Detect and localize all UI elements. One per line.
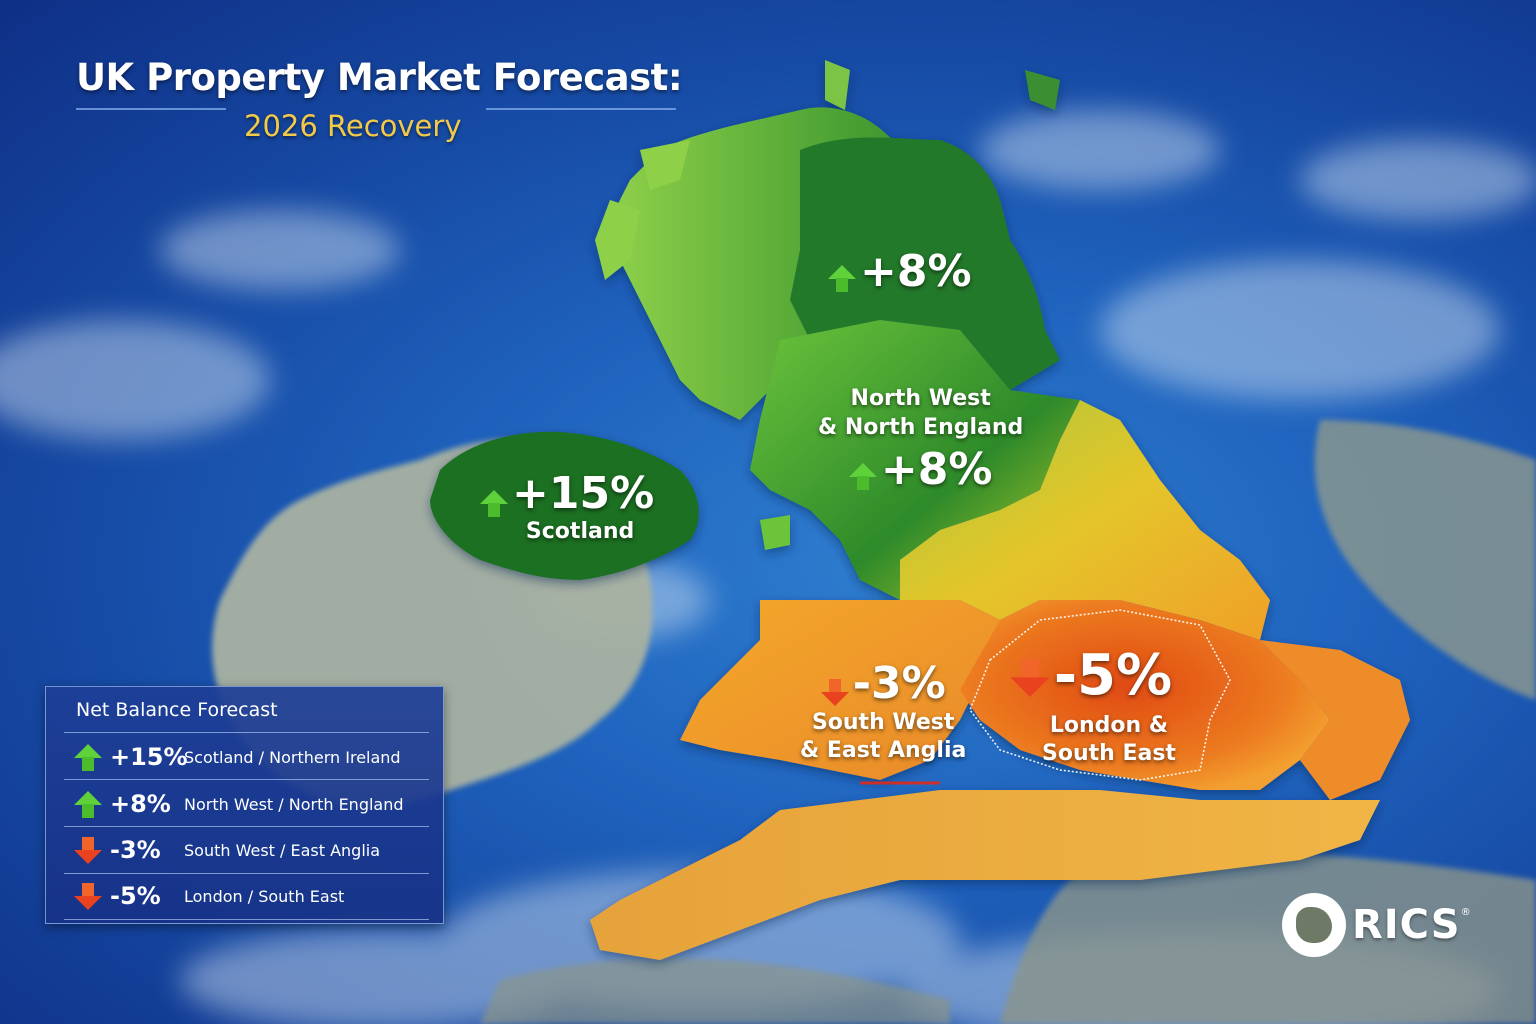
region-name: Scotland	[525, 518, 635, 544]
value: -3%	[852, 658, 946, 709]
legend-panel: Net Balance Forecast +15% Scotland / Nor…	[45, 686, 444, 924]
down-arrow-icon	[820, 678, 849, 709]
down-arrow-icon	[1010, 658, 1050, 721]
red-down-arrow-icon	[74, 882, 102, 910]
legend-value: +8%	[110, 790, 171, 818]
legend-row: +15% Scotland / Northern Ireland	[74, 734, 433, 780]
label-south-west: -3% South West & East Anglia	[800, 662, 966, 766]
label-north-scotland: +8%	[828, 250, 972, 299]
legend-row: -3% South West / East Anglia	[74, 827, 433, 873]
green-up-arrow-icon	[74, 743, 102, 771]
legend-region: London / South East	[184, 886, 345, 906]
region-east	[1260, 640, 1410, 800]
up-arrow-icon	[828, 264, 856, 299]
page-title: UK Property Market Forecast:	[76, 56, 683, 99]
region-name-line2: & North England	[818, 414, 1024, 440]
region-name-line1: London &	[1049, 712, 1169, 738]
red-down-arrow-icon	[74, 836, 102, 864]
legend-region: South West / East Anglia	[184, 840, 381, 860]
up-arrow-icon	[480, 489, 508, 518]
value: -5%	[1053, 643, 1173, 708]
registered-mark: ®	[1460, 907, 1471, 918]
region-london-south-east	[960, 600, 1330, 790]
logo-text: RICS	[1352, 902, 1461, 948]
divider	[64, 779, 429, 780]
region-north-england	[750, 320, 1080, 600]
page-subtitle: 2026 Recovery	[244, 109, 462, 143]
legend-region: North West / North England	[184, 794, 404, 814]
divider	[64, 732, 429, 733]
label-north-england: North West & North England +8%	[818, 385, 1023, 497]
title-rule-left	[76, 108, 226, 110]
divider	[64, 873, 429, 874]
region-name-line2: & East Anglia	[800, 738, 967, 764]
rics-logo: RICS ®	[1282, 893, 1471, 957]
region-scotland-east	[790, 137, 1060, 390]
region-south-coast	[590, 790, 1380, 960]
title-block: UK Property Market Forecast: 2026 Recove…	[76, 56, 683, 143]
region-name-line1: North West	[850, 386, 991, 411]
legend-value: -3%	[110, 836, 161, 864]
label-northern-ireland: +15% Scotland	[480, 472, 654, 546]
divider	[64, 826, 429, 827]
up-arrow-icon	[848, 462, 877, 497]
legend-row: +8% North West / North England	[74, 781, 433, 827]
lion-emblem-icon	[1282, 893, 1346, 957]
value: +8%	[860, 246, 972, 297]
green-up-arrow-icon	[74, 790, 102, 818]
value: +15%	[512, 468, 655, 519]
legend-title: Net Balance Forecast	[76, 699, 278, 721]
region-name-line1: South West	[811, 709, 955, 735]
legend-value: -5%	[110, 882, 161, 910]
value: +8%	[880, 444, 993, 496]
legend-region: Scotland / Northern Ireland	[184, 747, 401, 767]
divider	[64, 919, 429, 920]
legend-row: -5% London / South East	[74, 873, 433, 919]
title-rule-right	[486, 108, 676, 110]
label-london: -5% London & South East	[1010, 648, 1176, 769]
region-midlands	[900, 400, 1270, 640]
region-northern-ireland	[430, 431, 699, 580]
region-name-line2: South East	[1042, 741, 1176, 767]
legend-value: +15%	[110, 743, 188, 771]
